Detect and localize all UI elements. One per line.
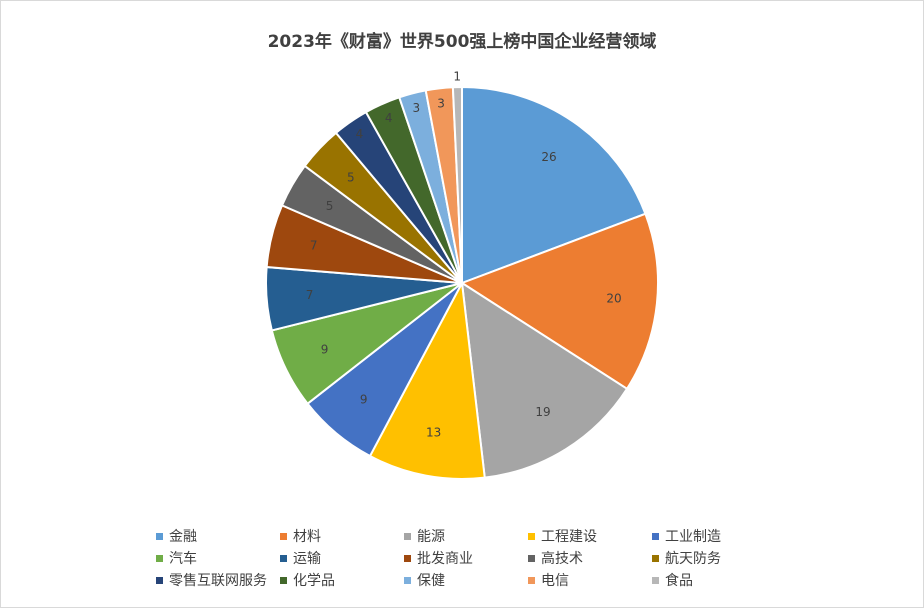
legend-swatch [280, 555, 287, 562]
data-label: 13 [426, 426, 441, 440]
data-label: 3 [437, 96, 445, 110]
data-label: 20 [606, 291, 621, 305]
pie-slice [459, 212, 659, 391]
data-label: 7 [310, 239, 318, 253]
legend-label: 高技术 [541, 550, 583, 567]
legend-label: 电信 [541, 573, 569, 589]
legend-swatch [156, 577, 163, 584]
pie-slice [368, 279, 486, 480]
legend-label: 工程建设 [541, 529, 597, 545]
legend-swatch [404, 555, 411, 562]
legend-swatch [280, 577, 287, 584]
data-label: 5 [326, 199, 334, 213]
legend-label: 工业制造 [665, 529, 721, 545]
data-label: 1 [453, 70, 461, 84]
legend-swatch [156, 555, 163, 562]
legend-label: 材料 [293, 529, 321, 545]
data-label: 7 [306, 288, 314, 302]
legend-label: 保健 [417, 573, 445, 589]
legend-label: 金融 [169, 529, 197, 545]
legend-swatch [652, 577, 659, 584]
pie-slice [461, 85, 647, 285]
legend-label: 批发商业 [417, 551, 473, 567]
data-label: 5 [347, 171, 355, 185]
legend-swatch [404, 577, 411, 584]
legend-label: 零售互联网服务 [169, 573, 267, 589]
legend-swatch [528, 555, 535, 562]
chart-title: 2023年《财富》世界500强上榜中国企业经营领域 [268, 31, 657, 52]
legend-swatch [280, 533, 287, 540]
legend-label: 运输 [293, 551, 321, 567]
legend-label: 食品 [665, 572, 693, 589]
data-label: 19 [535, 405, 550, 419]
legend-label: 航天防务 [665, 551, 721, 567]
legend-swatch [652, 555, 659, 562]
legend-label: 化学品 [293, 573, 335, 589]
legend-swatch [156, 533, 163, 540]
pie-slice [451, 85, 463, 284]
data-label: 3 [413, 101, 421, 115]
data-label: 4 [385, 111, 393, 125]
legend-swatch [528, 577, 535, 584]
pie-slice [460, 281, 629, 479]
legend-swatch [652, 533, 659, 540]
data-label: 4 [356, 127, 364, 141]
data-label: 9 [321, 343, 329, 357]
data-label: 26 [541, 150, 556, 164]
legend-swatch [404, 533, 411, 540]
legend-label: 能源 [417, 529, 445, 545]
legend-label: 汽车 [169, 550, 197, 567]
data-label: 9 [360, 393, 368, 407]
legend-swatch [528, 533, 535, 540]
